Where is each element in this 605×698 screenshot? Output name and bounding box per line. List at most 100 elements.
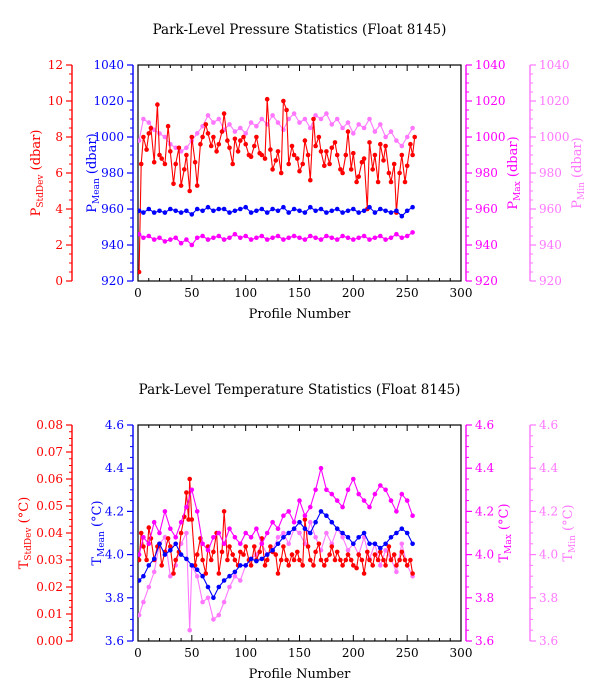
stddev-tick-label: 0.00 — [36, 634, 63, 648]
stddev-data-point — [168, 544, 173, 549]
min-data-point — [399, 143, 405, 149]
mean-data-point — [351, 541, 356, 547]
stddev-data-point — [297, 168, 302, 174]
min-data-point — [187, 627, 192, 633]
stddev-data-point — [345, 552, 351, 557]
stddev-data-point — [243, 544, 248, 549]
mean-data-point — [146, 563, 152, 568]
min-tick-label: 4.4 — [539, 461, 558, 475]
max-data-point — [157, 235, 162, 241]
max-data-point — [162, 239, 168, 244]
max-data-point — [270, 235, 275, 241]
stddev-data-point — [311, 563, 316, 568]
mean-data-point — [168, 206, 173, 212]
mean-data-point — [361, 208, 367, 214]
max-tick-label: 4.2 — [475, 504, 494, 518]
min-tick-label: 940 — [539, 238, 562, 252]
stddev-data-point — [386, 170, 392, 176]
max-tick-label: 1040 — [475, 58, 506, 72]
min-data-point — [162, 134, 168, 140]
max-data-point — [168, 237, 173, 242]
max-data-point — [297, 498, 302, 503]
min-axis-label-unit: (°C) — [561, 504, 576, 535]
stddev-data-point — [300, 563, 306, 568]
max-data-point — [151, 237, 157, 242]
mean-tick-label: 1020 — [93, 94, 124, 108]
stddev-axis-label-main: T — [17, 560, 32, 569]
stddev-data-point — [138, 530, 144, 536]
max-data-point — [383, 237, 388, 242]
max-tick-label: 1020 — [475, 94, 506, 108]
stddev-data-point — [238, 138, 243, 143]
max-data-point — [238, 235, 243, 241]
stddev-data-point — [412, 134, 418, 140]
max-axis-label-unit: (°C) — [497, 503, 512, 534]
mean-data-point — [264, 210, 270, 215]
stddev-data-point — [138, 269, 142, 275]
stddev-data-point — [257, 549, 263, 555]
stddev-data-point — [383, 563, 388, 568]
stddev-data-point — [289, 552, 295, 557]
max-data-point — [404, 233, 410, 239]
stddev-data-point — [372, 552, 378, 557]
stddev-data-point — [203, 571, 209, 576]
stddev-data-point — [159, 563, 164, 568]
min-tick-label: 3.8 — [539, 591, 558, 605]
mean-data-point — [194, 567, 200, 572]
min-data-point — [238, 125, 243, 131]
max-data-point — [378, 483, 383, 488]
min-data-point — [275, 120, 281, 125]
stddev-data-point — [308, 177, 313, 183]
stddev-data-point — [404, 163, 410, 169]
mean-data-point — [259, 206, 265, 212]
max-data-point — [286, 235, 292, 241]
stddev-data-point — [399, 549, 405, 555]
min-tick-label: 960 — [539, 202, 562, 216]
mean-data-point — [238, 563, 243, 568]
stddev-tick-label: 0.08 — [36, 418, 63, 432]
stddev-data-point — [151, 159, 157, 165]
min-axis-label-subscript: Min — [577, 182, 587, 200]
mean-data-point — [173, 208, 178, 214]
stddev-data-point — [297, 557, 302, 563]
stddev-tick-label: 0.04 — [36, 526, 63, 540]
stddev-data-point — [273, 158, 279, 163]
stddev-data-point — [275, 149, 281, 154]
stddev-data-point — [211, 134, 216, 140]
x-tick-label: 0 — [134, 646, 142, 660]
min-data-point — [372, 129, 378, 134]
mean-tick-label: 3.8 — [105, 591, 124, 605]
mean-tick-label: 4.4 — [105, 461, 124, 475]
stddev-data-point — [281, 544, 286, 549]
stddev-data-point — [184, 152, 189, 158]
max-data-point — [232, 231, 238, 237]
stddev-data-point — [189, 134, 195, 140]
max-data-point — [254, 235, 259, 241]
max-tick-label: 960 — [475, 202, 498, 216]
stddev-data-point — [168, 149, 173, 154]
mean-data-point — [259, 556, 265, 562]
stddev-data-point — [397, 557, 402, 563]
x-tick-label: 200 — [342, 286, 365, 300]
mean-data-point — [367, 541, 372, 547]
stddev-tick-label: 0.02 — [36, 580, 63, 594]
stddev-tick-label: 0.01 — [36, 607, 63, 621]
min-data-point — [378, 563, 383, 568]
max-data-point — [329, 491, 335, 497]
x-tick-label: 150 — [288, 646, 311, 660]
min-data-point — [383, 134, 388, 140]
max-data-point — [286, 509, 292, 514]
stddev-data-point — [370, 167, 376, 172]
stddev-data-point — [144, 557, 149, 563]
max-data-point — [141, 535, 146, 540]
max-data-point — [232, 535, 238, 540]
mean-tick-label: 980 — [101, 166, 124, 180]
mean-series-line — [138, 510, 414, 600]
min-data-point — [313, 535, 318, 540]
stddev-data-point — [356, 552, 362, 557]
min-data-point — [367, 116, 372, 122]
min-data-point — [291, 111, 297, 116]
stddev-data-point — [171, 571, 176, 576]
stddev-data-point — [318, 149, 324, 154]
mean-data-point — [232, 569, 238, 575]
